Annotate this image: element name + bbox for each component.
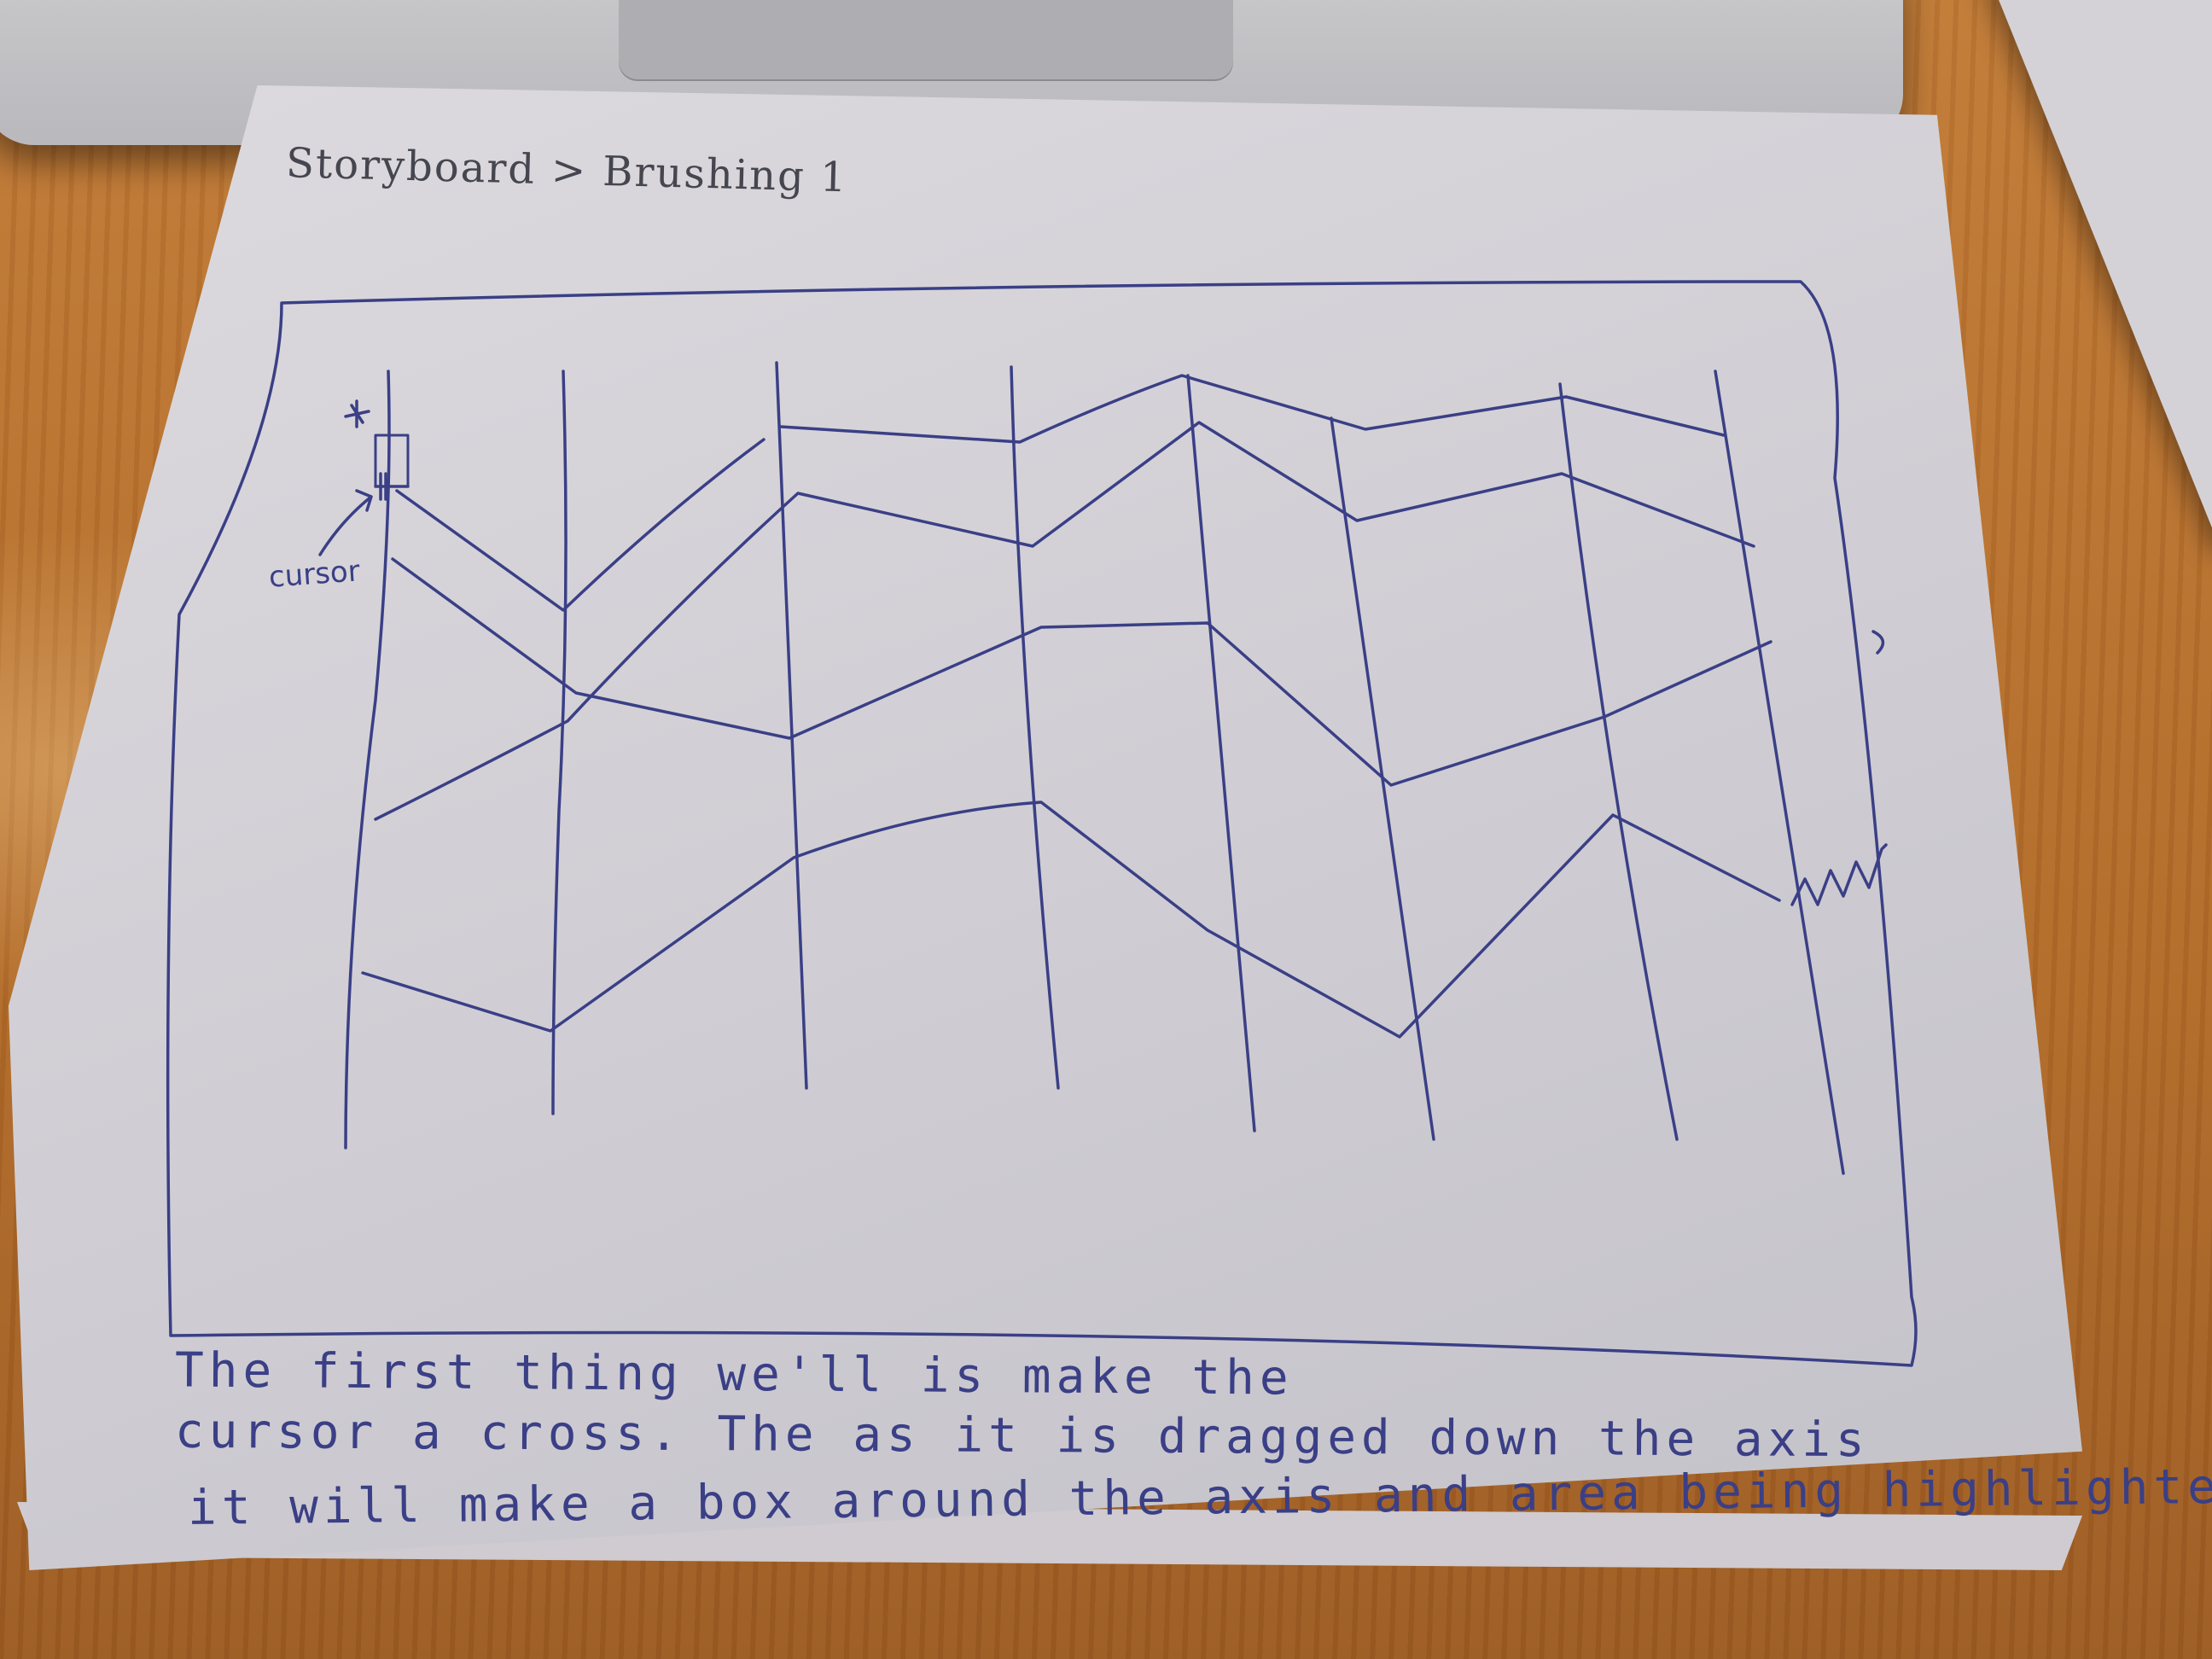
cursor-arrow (318, 489, 373, 556)
data-line-4 (361, 800, 1781, 1039)
axis-6 (1330, 416, 1435, 1141)
sketch-paper (9, 85, 2082, 1570)
data-line-1 (395, 438, 765, 612)
trackpad (619, 0, 1233, 81)
axis-4 (1010, 365, 1060, 1090)
axis-5 (1186, 374, 1256, 1132)
cursor-pointer (344, 399, 370, 428)
frame-border (166, 280, 1918, 1367)
cursor-label: cursor (267, 554, 361, 595)
data-line-1b (779, 374, 1726, 444)
axis-8 (1714, 370, 1845, 1175)
axis-7 (1558, 382, 1679, 1141)
data-line-2 (391, 557, 1773, 787)
axis-2 (551, 370, 568, 1115)
cursor-crosshair (374, 472, 410, 501)
data-line-3 (374, 421, 1755, 821)
axis-1 (344, 370, 391, 1150)
zigzag-mark (1790, 843, 1888, 906)
caption-line-2: cursor a cross. The as it is dragged dow… (174, 1403, 1870, 1469)
edge-squiggle (1871, 630, 1885, 655)
caption-line-1: The first thing we'll is make the (174, 1342, 1294, 1406)
axis-3 (775, 361, 808, 1090)
